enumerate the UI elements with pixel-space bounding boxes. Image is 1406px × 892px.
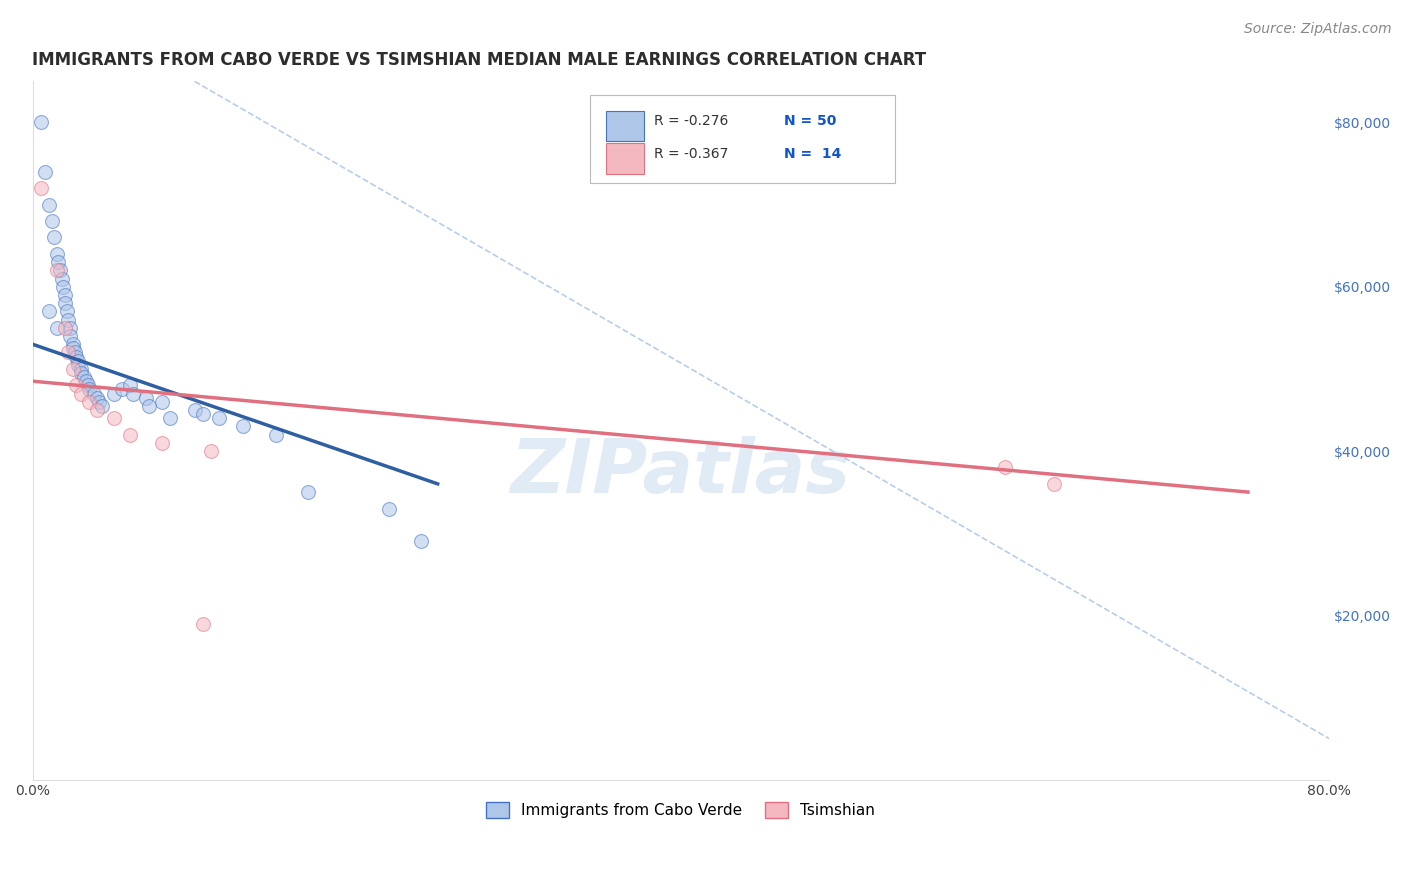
Point xyxy=(52,279,75,293)
Point xyxy=(41,214,63,228)
Point xyxy=(1042,476,1064,491)
Point xyxy=(66,358,89,372)
Point xyxy=(87,394,110,409)
Point xyxy=(55,304,77,318)
FancyBboxPatch shape xyxy=(606,144,644,174)
Point xyxy=(45,320,67,334)
Text: Source: ZipAtlas.com: Source: ZipAtlas.com xyxy=(1244,22,1392,37)
Point xyxy=(994,460,1017,475)
Text: ZIPatlas: ZIPatlas xyxy=(510,436,851,508)
Point xyxy=(53,320,76,334)
Point xyxy=(264,427,287,442)
Point xyxy=(159,411,181,425)
Point xyxy=(183,403,205,417)
Point xyxy=(48,255,70,269)
Point xyxy=(65,350,87,364)
Point xyxy=(111,383,134,397)
Point xyxy=(411,534,433,549)
Point xyxy=(208,411,231,425)
Point xyxy=(38,304,60,318)
Point xyxy=(200,444,222,458)
Point xyxy=(62,337,84,351)
Point xyxy=(138,399,160,413)
Point xyxy=(135,391,157,405)
Point xyxy=(66,353,89,368)
FancyBboxPatch shape xyxy=(591,95,894,183)
Point xyxy=(150,435,173,450)
Point xyxy=(297,485,319,500)
Point xyxy=(62,342,84,356)
Point xyxy=(76,378,98,392)
Point xyxy=(70,366,93,380)
Point xyxy=(118,378,141,392)
Point xyxy=(53,288,76,302)
Text: IMMIGRANTS FROM CABO VERDE VS TSIMSHIAN MEDIAN MALE EARNINGS CORRELATION CHART: IMMIGRANTS FROM CABO VERDE VS TSIMSHIAN … xyxy=(32,51,927,69)
Point xyxy=(59,320,82,334)
Point xyxy=(103,411,125,425)
Point xyxy=(70,386,93,401)
Point xyxy=(59,329,82,343)
Point xyxy=(122,386,145,401)
Point xyxy=(83,386,105,401)
Point xyxy=(34,164,56,178)
Point xyxy=(62,362,84,376)
Point xyxy=(45,247,67,261)
Point xyxy=(38,197,60,211)
Point xyxy=(56,345,79,359)
Point xyxy=(191,407,214,421)
Point xyxy=(150,394,173,409)
Point xyxy=(56,312,79,326)
Point xyxy=(63,345,86,359)
Point xyxy=(232,419,254,434)
Point xyxy=(191,616,214,631)
Point xyxy=(77,383,100,397)
Point xyxy=(77,394,100,409)
Point xyxy=(70,362,93,376)
Point xyxy=(103,386,125,401)
Point xyxy=(378,501,401,516)
Point xyxy=(91,399,114,413)
Point xyxy=(51,271,73,285)
Point xyxy=(30,181,52,195)
Point xyxy=(118,427,141,442)
Point xyxy=(49,263,72,277)
Point xyxy=(86,403,108,417)
Text: R = -0.367: R = -0.367 xyxy=(654,147,728,161)
Point xyxy=(45,263,67,277)
FancyBboxPatch shape xyxy=(606,111,644,142)
Point xyxy=(42,230,65,244)
Point xyxy=(65,378,87,392)
Point xyxy=(75,374,97,388)
Point xyxy=(73,370,96,384)
Text: N = 50: N = 50 xyxy=(785,114,837,128)
Point xyxy=(86,391,108,405)
Legend: Immigrants from Cabo Verde, Tsimshian: Immigrants from Cabo Verde, Tsimshian xyxy=(479,797,882,824)
Text: R = -0.276: R = -0.276 xyxy=(654,114,728,128)
Point xyxy=(53,296,76,310)
Text: N =  14: N = 14 xyxy=(785,147,842,161)
Point xyxy=(30,115,52,129)
